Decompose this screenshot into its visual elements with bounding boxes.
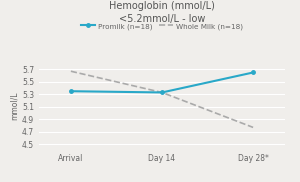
Y-axis label: mmol/L: mmol/L [10,91,19,120]
Text: <5.2mmol/L - low: <5.2mmol/L - low [119,14,205,24]
Text: Hemoglobin (mmol/L): Hemoglobin (mmol/L) [109,1,215,11]
Legend: Promilk (n=18), Whole Milk (n=18): Promilk (n=18), Whole Milk (n=18) [78,20,246,32]
